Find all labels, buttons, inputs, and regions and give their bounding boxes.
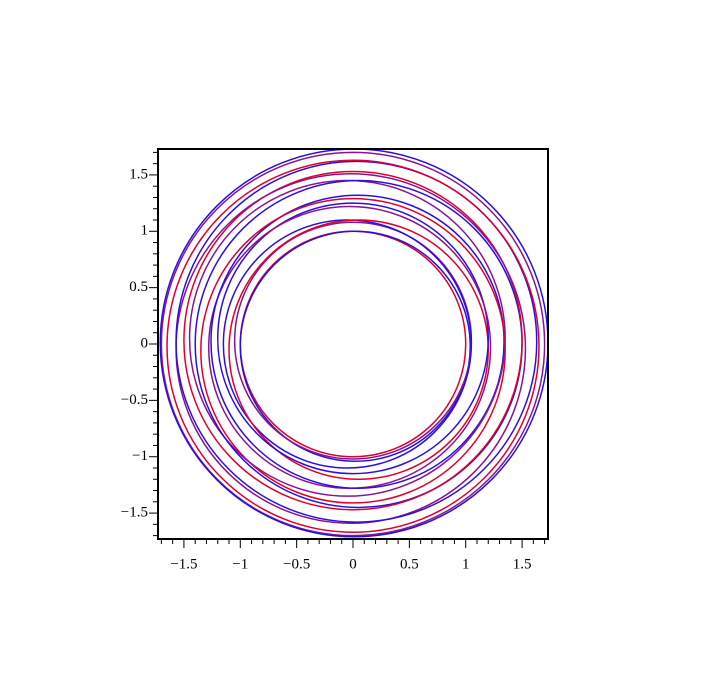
curve [216,202,490,475]
plot-frame [157,148,549,540]
x-tick-label: 0 [349,556,357,572]
y-tick-label: −1 [132,448,148,464]
x-tick-label: 0.5 [400,556,419,572]
y-tick-label: −0.5 [121,392,148,408]
y-tick-label: −1.5 [121,505,148,521]
curve [175,160,538,523]
y-tick-label: 1 [141,223,149,239]
x-tick-label: 1 [462,556,470,572]
curve [210,194,505,490]
y-tick-label: 0.5 [129,279,148,295]
y-tick-label: 1.5 [129,166,148,182]
curve [166,159,540,533]
x-tick-label: −1 [232,556,248,572]
x-tick-label: −0.5 [283,556,310,572]
x-tick-label: 1.5 [513,556,532,572]
curve [239,230,471,462]
x-tick-label: −1.5 [170,556,197,572]
y-tick-label: 0 [141,335,149,351]
curve [160,151,546,537]
curve [183,170,523,511]
